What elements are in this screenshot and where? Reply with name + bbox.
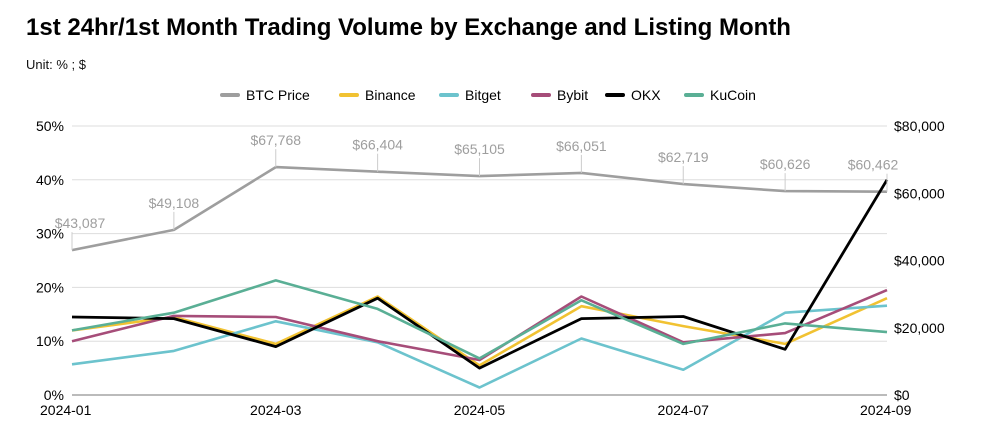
y-left-tick-label: 0% <box>44 387 64 403</box>
x-tick-label: 2024-03 <box>250 402 302 418</box>
y-left-tick-label: 50% <box>36 118 64 134</box>
x-tick-label: 2024-01 <box>40 402 92 418</box>
y-left-tick-label: 30% <box>36 226 64 242</box>
btc-price-data-label: $60,462 <box>848 157 899 173</box>
btc-price-data-label: $66,051 <box>556 138 607 154</box>
x-tick-label: 2024-05 <box>454 402 506 418</box>
btc-price-data-label: $66,404 <box>352 137 403 153</box>
btc-price-data-label: $49,108 <box>149 195 200 211</box>
series-line-bitget <box>71 304 888 389</box>
btc-price-data-label: $67,768 <box>250 132 301 148</box>
y-right-tick-label: $40,000 <box>894 253 945 269</box>
y-right-tick-label: $0 <box>894 387 910 403</box>
btc-price-data-label: $62,719 <box>658 149 709 165</box>
y-right-tick-label: $80,000 <box>894 118 945 134</box>
y-right-tick-label: $20,000 <box>894 320 945 336</box>
series-line-btc-price <box>71 165 888 252</box>
series-line-kucoin <box>71 279 888 360</box>
legend-label: KuCoin <box>710 87 756 103</box>
legend-label: OKX <box>631 87 661 103</box>
legend-label: BTC Price <box>246 87 310 103</box>
x-tick-label: 2024-07 <box>658 402 710 418</box>
series-line-okx <box>71 179 889 370</box>
y-left-tick-label: 10% <box>36 333 64 349</box>
btc-price-data-label: $43,087 <box>55 215 106 231</box>
legend-label: Bybit <box>557 87 588 103</box>
series-line-bybit <box>71 288 888 362</box>
chart-title: 1st 24hr/1st Month Trading Volume by Exc… <box>26 14 791 41</box>
btc-price-data-label: $60,626 <box>760 156 811 172</box>
y-right-tick-label: $60,000 <box>894 185 945 201</box>
chart-subtitle: Unit: % ; $ <box>26 57 86 72</box>
y-left-tick-label: 20% <box>36 279 64 295</box>
y-left-tick-label: 40% <box>36 172 64 188</box>
btc-price-data-label: $65,105 <box>454 141 505 157</box>
legend-label: Binance <box>365 87 416 103</box>
x-tick-label: 2024-09 <box>860 402 912 418</box>
legend-label: Bitget <box>465 87 501 103</box>
